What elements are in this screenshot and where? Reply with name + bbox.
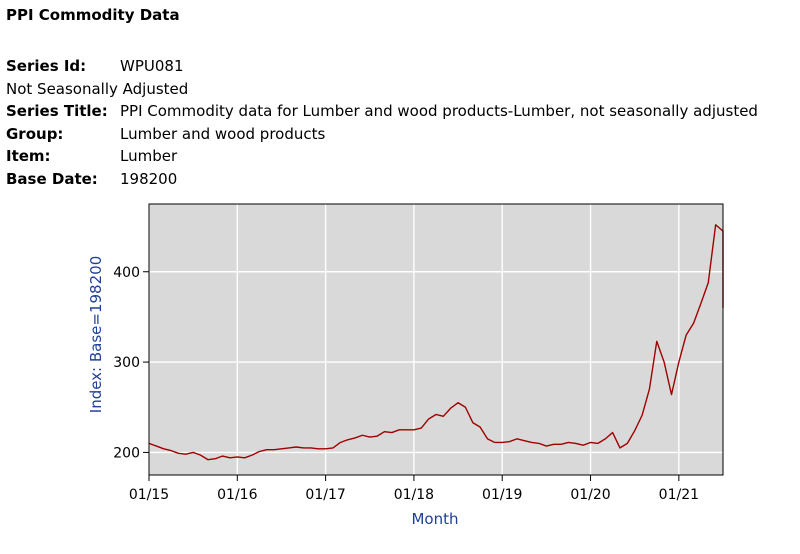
plot-border (148, 203, 724, 476)
group-value: Lumber and wood products (120, 124, 326, 143)
x-tick-label: 01/17 (305, 487, 345, 503)
x-tick-label: 01/18 (394, 487, 434, 503)
x-tick-label: 01/15 (129, 487, 169, 503)
plot-background (149, 204, 723, 475)
group-row: Group: Lumber and wood products (6, 123, 758, 146)
item-row: Item: Lumber (6, 145, 758, 168)
seasonal-adjustment-text: Not Seasonally Adjusted (6, 79, 189, 98)
y-tick-label: 200 (113, 445, 140, 461)
y-tick-label: 300 (113, 355, 140, 371)
series-id-value: WPU081 (120, 57, 184, 75)
page-title: PPI Commodity Data (6, 6, 180, 24)
series-metadata: Series Id: WPU081 Not Seasonally Adjusted… (6, 55, 758, 190)
series-title-label: Series Title: (6, 102, 108, 120)
x-axis-label: Month (411, 510, 458, 528)
x-tick-label: 01/20 (570, 487, 610, 503)
base-date-label: Base Date: (6, 169, 98, 188)
series-id-row: Series Id: WPU081 (6, 55, 758, 78)
seasonal-adjustment-row: Not Seasonally Adjusted (6, 78, 758, 101)
x-tick-label: 01/21 (659, 487, 699, 503)
ppi-line-chart: 01/15 01/16 01/17 01/18 01/19 01/20 01/21 200 30… (87, 203, 724, 528)
data-series-line (148, 224, 724, 461)
x-tick-label: 01/19 (482, 487, 522, 503)
series-id-label: Series Id: (6, 57, 87, 75)
series-title-value: PPI Commodity data for Lumber and wood p… (120, 102, 758, 120)
base-date-row: Base Date: 198200 (6, 168, 758, 191)
series-title-row: Series Title: PPI Commodity data for Lumb… (6, 100, 758, 123)
group-label: Group: (6, 124, 64, 143)
y-tick-label: 400 (113, 265, 140, 281)
base-date-value: 198200 (120, 169, 178, 188)
y-axis-label: Index: Base=198200 (87, 256, 105, 413)
item-label: Item: (6, 147, 51, 165)
item-value: Lumber (120, 147, 178, 165)
x-tick-label: 01/16 (217, 487, 257, 503)
